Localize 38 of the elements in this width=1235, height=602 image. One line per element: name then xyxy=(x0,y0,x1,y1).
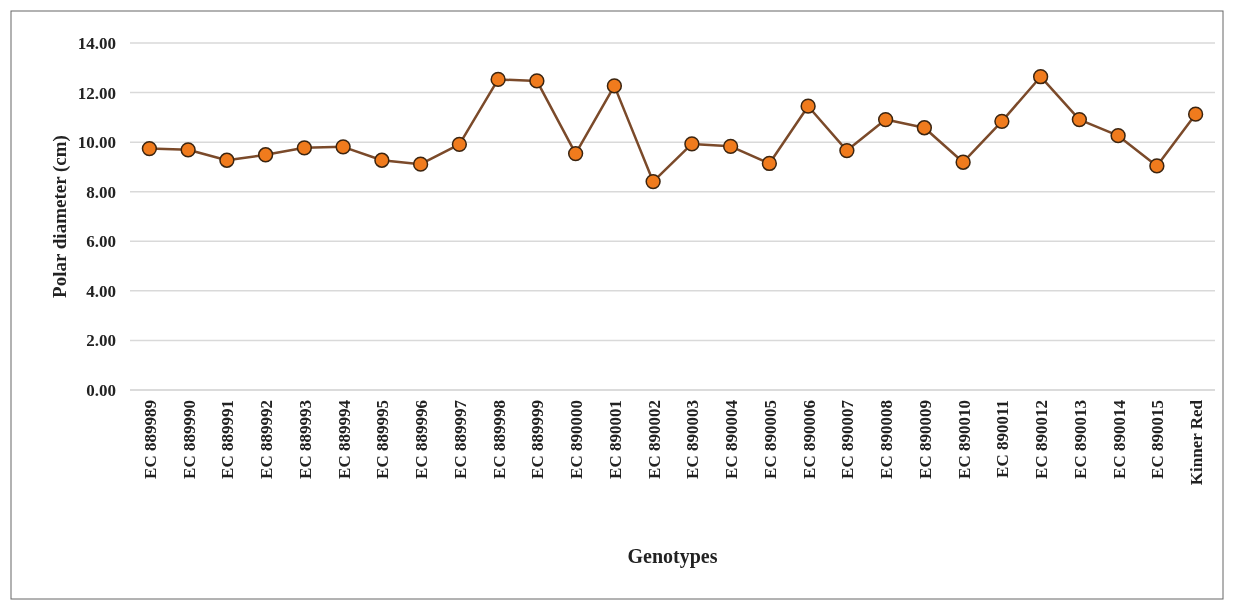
x-tick-label: EC 890003 xyxy=(683,400,703,479)
y-tick-label: 8.00 xyxy=(86,182,116,202)
x-tick-label: EC 890013 xyxy=(1070,400,1090,479)
x-tick-label: EC 890002 xyxy=(644,400,664,479)
x-tick-label: EC 890011 xyxy=(993,400,1013,478)
x-tick-label: EC 889989 xyxy=(140,400,160,479)
x-tick-label: EC 890010 xyxy=(954,400,974,479)
y-tick-label: 14.00 xyxy=(77,33,116,53)
x-tick-label: EC 889998 xyxy=(489,400,509,479)
x-tick-label: EC 890015 xyxy=(1148,400,1168,479)
x-tick-label: Kinner Red xyxy=(1187,399,1207,486)
x-tick-label: EC 890009 xyxy=(915,400,935,479)
x-tick-label: EC 890006 xyxy=(799,400,819,479)
y-tick-label: 4.00 xyxy=(86,281,116,301)
x-tick-label: EC 890008 xyxy=(877,400,897,479)
x-tick-label: EC 889993 xyxy=(295,400,315,479)
x-tick-label: EC 889999 xyxy=(528,400,548,479)
y-tick-label: 10.00 xyxy=(77,133,116,153)
x-tick-label: EC 890005 xyxy=(760,400,780,479)
y-tick-label: 12.00 xyxy=(77,83,116,103)
x-tick-label: EC 889994 xyxy=(334,399,354,479)
x-tick-label: EC 890007 xyxy=(838,399,858,479)
x-tick-label: EC 890014 xyxy=(1109,399,1129,479)
x-tick-label: EC 890001 xyxy=(605,400,625,479)
x-tick-label: EC 889992 xyxy=(257,400,277,479)
x-tick-label: EC 889990 xyxy=(179,400,199,479)
x-tick-label: EC 889991 xyxy=(218,400,238,479)
y-tick-label: 2.00 xyxy=(86,331,116,351)
y-tick-label: 0.00 xyxy=(86,380,116,400)
y-tick-label: 6.00 xyxy=(86,232,116,252)
x-tick-label: EC 890000 xyxy=(567,400,587,479)
x-tick-label: EC 889997 xyxy=(450,399,470,479)
x-tick-label: EC 889996 xyxy=(412,400,432,479)
x-tick-label: EC 890004 xyxy=(722,399,742,479)
y-axis-title: Polar diameter (cm) xyxy=(49,135,71,298)
x-tick-label: EC 890012 xyxy=(1032,400,1052,479)
x-tick-label: EC 889995 xyxy=(373,400,393,479)
x-axis-title: Genotypes xyxy=(627,545,718,568)
